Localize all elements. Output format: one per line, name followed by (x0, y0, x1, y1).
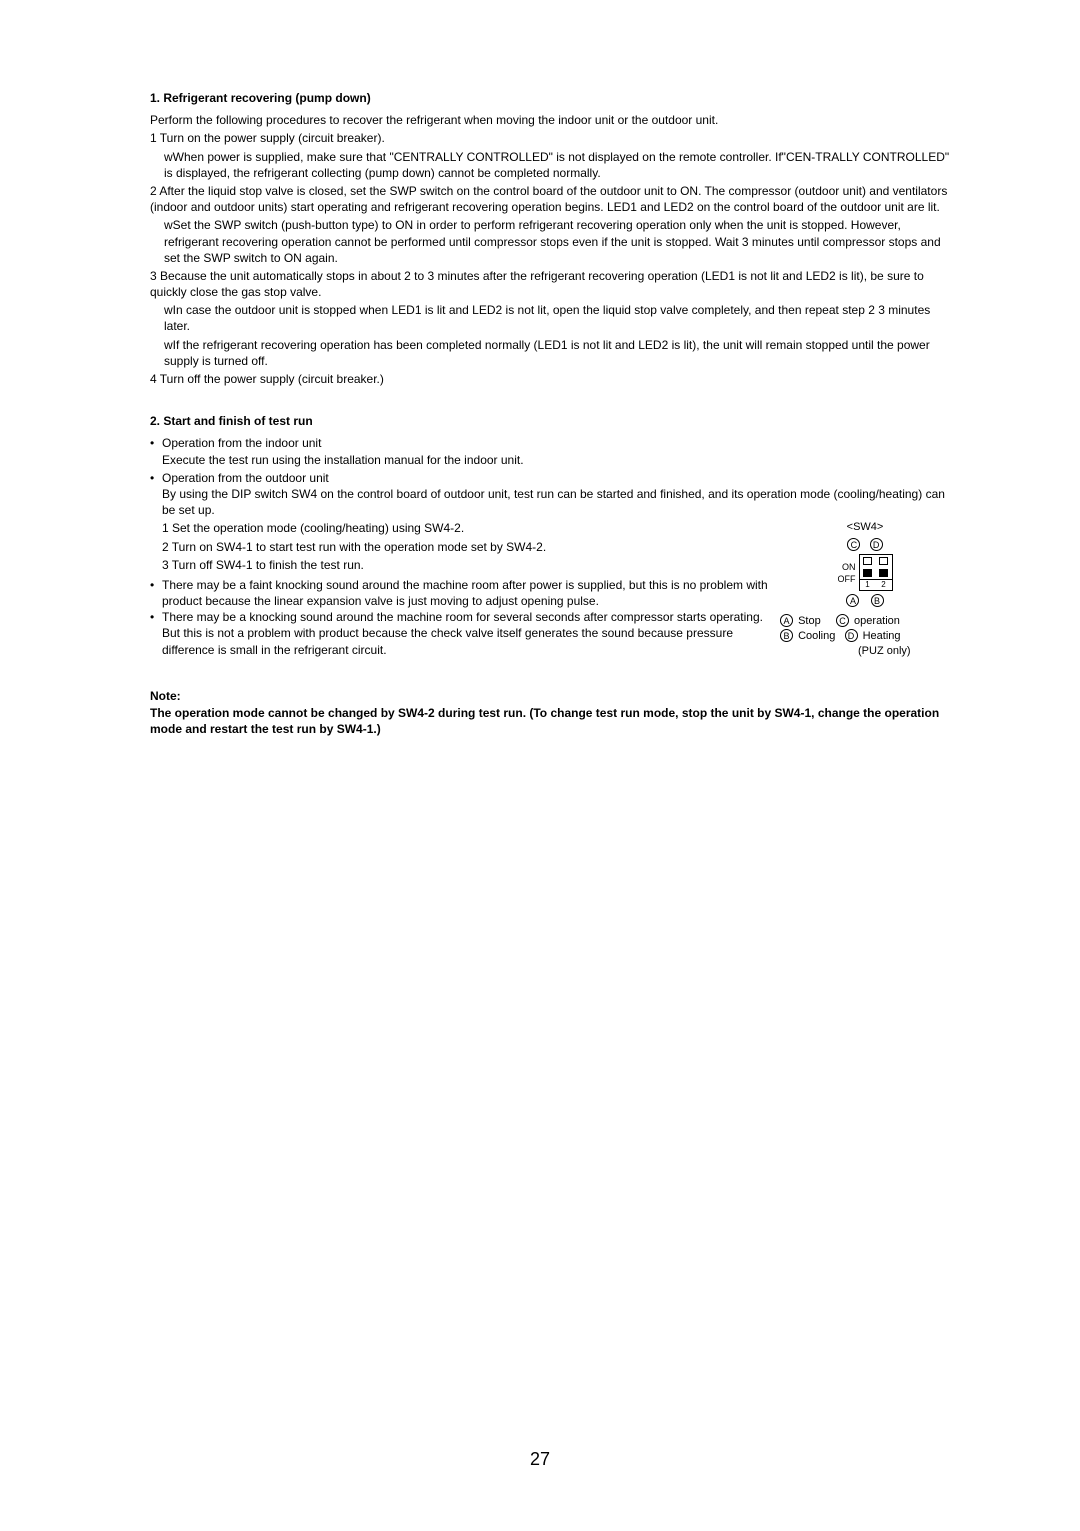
s2-b2-s2: 2 Turn on SW4-1 to start test run with t… (150, 539, 770, 555)
s2-b1-text: Operation from the indoor unit (162, 435, 950, 451)
legend-circ-b: B (780, 629, 793, 642)
sw4-bottom-letters: A B (780, 593, 950, 608)
dip-on-label: ON (838, 561, 856, 573)
s1-step4: 4 Turn off the power supply (circuit bre… (150, 371, 950, 387)
s2-bullet2: • Operation from the outdoor unit (150, 470, 950, 486)
circ-c: C (847, 538, 860, 551)
circ-d: D (870, 538, 883, 551)
dip-1-off (860, 567, 876, 579)
s1-step2-note: wSet the SWP switch (push-button type) t… (150, 217, 950, 266)
dip-2-on (876, 555, 892, 567)
circ-b: B (871, 594, 884, 607)
note-body: The operation mode cannot be changed by … (150, 705, 950, 737)
s1-step3-note1: wIn case the outdoor unit is stopped whe… (150, 302, 950, 334)
s2-b2-s1: 1 Set the operation mode (cooling/heatin… (150, 520, 770, 536)
dip-num-2: 2 (876, 579, 892, 590)
note-block: Note: The operation mode cannot be chang… (150, 688, 950, 737)
legend-extra: (PUZ only) (780, 644, 950, 659)
dip-num-1: 1 (860, 579, 876, 590)
dip-1-on (860, 555, 876, 567)
bullet-icon: • (150, 577, 162, 609)
bullet-icon: • (150, 435, 162, 451)
sw4-top-letters: C D (780, 537, 950, 552)
section1-heading: 1. Refrigerant recovering (pump down) (150, 90, 950, 106)
legend-a: Stop (798, 615, 821, 627)
legend-b: Cooling (798, 630, 835, 642)
page: 1. Refrigerant recovering (pump down) Pe… (0, 0, 1080, 1531)
s2-b2-s3: 3 Turn off SW4-1 to finish the test run. (150, 557, 770, 573)
s2-b1-sub: Execute the test run using the installat… (150, 452, 950, 468)
dip-switch: ON OFF 1 2 (780, 554, 950, 591)
sw4-legend: A Stop C operation B Cooling D Heating (… (780, 614, 950, 659)
dip-off-label: OFF (838, 573, 856, 585)
section1-intro: Perform the following procedures to reco… (150, 112, 950, 128)
dip-2-off (876, 567, 892, 579)
s2-b4-text: There may be a knocking sound around the… (162, 609, 770, 658)
s1-step1-note: wWhen power is supplied, make sure that … (150, 149, 950, 181)
s2-b2-text: Operation from the outdoor unit (162, 470, 950, 486)
sw4-title: <SW4> (780, 520, 950, 535)
sw4-diagram: <SW4> C D ON OFF 1 (780, 520, 950, 658)
s2-bullet1: • Operation from the indoor unit (150, 435, 950, 451)
s2-b2-sub: By using the DIP switch SW4 on the contr… (150, 486, 950, 518)
s1-step1: 1 Turn on the power supply (circuit brea… (150, 130, 950, 146)
s2-b3-text: There may be a faint knocking sound arou… (162, 577, 770, 609)
legend-c: operation (854, 615, 900, 627)
s2-bullet3: • There may be a faint knocking sound ar… (150, 577, 770, 609)
s2-bullet4: • There may be a knocking sound around t… (150, 609, 770, 658)
s1-step2: 2 After the liquid stop valve is closed,… (150, 183, 950, 215)
s1-step3: 3 Because the unit automatically stops i… (150, 268, 950, 300)
bullet-icon: • (150, 470, 162, 486)
note-label: Note: (150, 688, 950, 704)
legend-d: Heating (863, 630, 901, 642)
s2-left-col: 1 Set the operation mode (cooling/heatin… (150, 520, 780, 658)
circ-a: A (846, 594, 859, 607)
section2-heading: 2. Start and finish of test run (150, 413, 950, 429)
legend-circ-d: D (845, 629, 858, 642)
s1-step3-note2: wIf the refrigerant recovering operation… (150, 337, 950, 369)
legend-circ-a: A (780, 614, 793, 627)
page-number: 27 (0, 1447, 1080, 1471)
bullet-icon: • (150, 609, 162, 658)
legend-circ-c: C (836, 614, 849, 627)
